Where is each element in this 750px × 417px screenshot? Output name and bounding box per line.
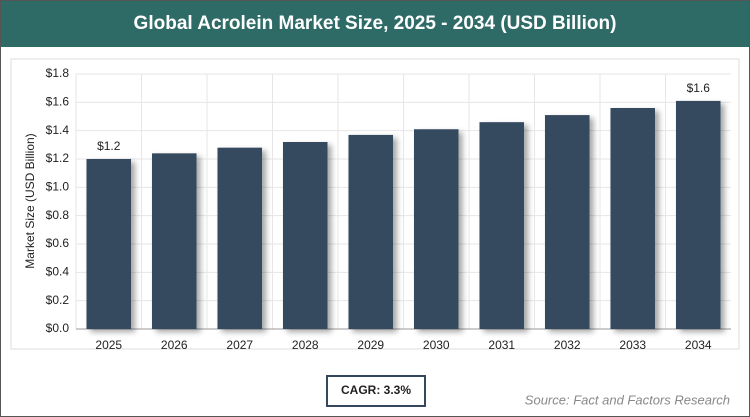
bar — [151, 153, 197, 329]
bar — [675, 100, 721, 330]
y-tick-label: $1.4 — [46, 123, 70, 137]
y-tick-label: $1.0 — [46, 180, 70, 194]
bar — [282, 142, 328, 329]
x-tick-label: 2031 — [488, 338, 515, 352]
x-tick-label: 2032 — [554, 338, 581, 352]
x-tick-label: 2028 — [292, 338, 319, 352]
x-tick-label: 2034 — [685, 338, 712, 352]
value-label: $1.2 — [97, 139, 121, 153]
y-tick-label: $1.8 — [46, 66, 70, 80]
y-tick-label: $0.2 — [46, 293, 70, 307]
x-tick-label: 2025 — [95, 338, 122, 352]
y-tick-label: $0.6 — [46, 236, 70, 250]
x-tick-label: 2027 — [226, 338, 253, 352]
plot-frame — [10, 58, 740, 350]
y-tick-label: $0.8 — [46, 208, 70, 222]
x-tick-label: 2033 — [619, 338, 646, 352]
y-tick-label: $1.6 — [46, 95, 70, 109]
y-axis-label: Market Size (USD Billion) — [23, 133, 37, 268]
cagr-box — [326, 375, 426, 407]
bar — [86, 159, 132, 329]
bar — [413, 129, 459, 329]
bar — [348, 134, 394, 329]
source: Source: Fact and Factors Research — [525, 392, 730, 407]
y-tick-label: $0.4 — [46, 265, 70, 279]
y-tick-label: $1.2 — [46, 151, 70, 165]
chart-title: Global Acrolein Market Size, 2025 - 2034… — [1, 1, 749, 47]
value-label: $1.6 — [687, 81, 711, 95]
cagr-label: CAGR: 3.3% — [341, 383, 411, 397]
x-tick-label: 2026 — [161, 338, 188, 352]
x-tick-label: 2029 — [357, 338, 384, 352]
bar — [544, 115, 590, 329]
bar — [217, 147, 263, 329]
x-tick-label: 2030 — [423, 338, 450, 352]
bar — [479, 122, 525, 330]
y-tick-label: $0.0 — [46, 321, 70, 335]
bar — [610, 108, 656, 329]
